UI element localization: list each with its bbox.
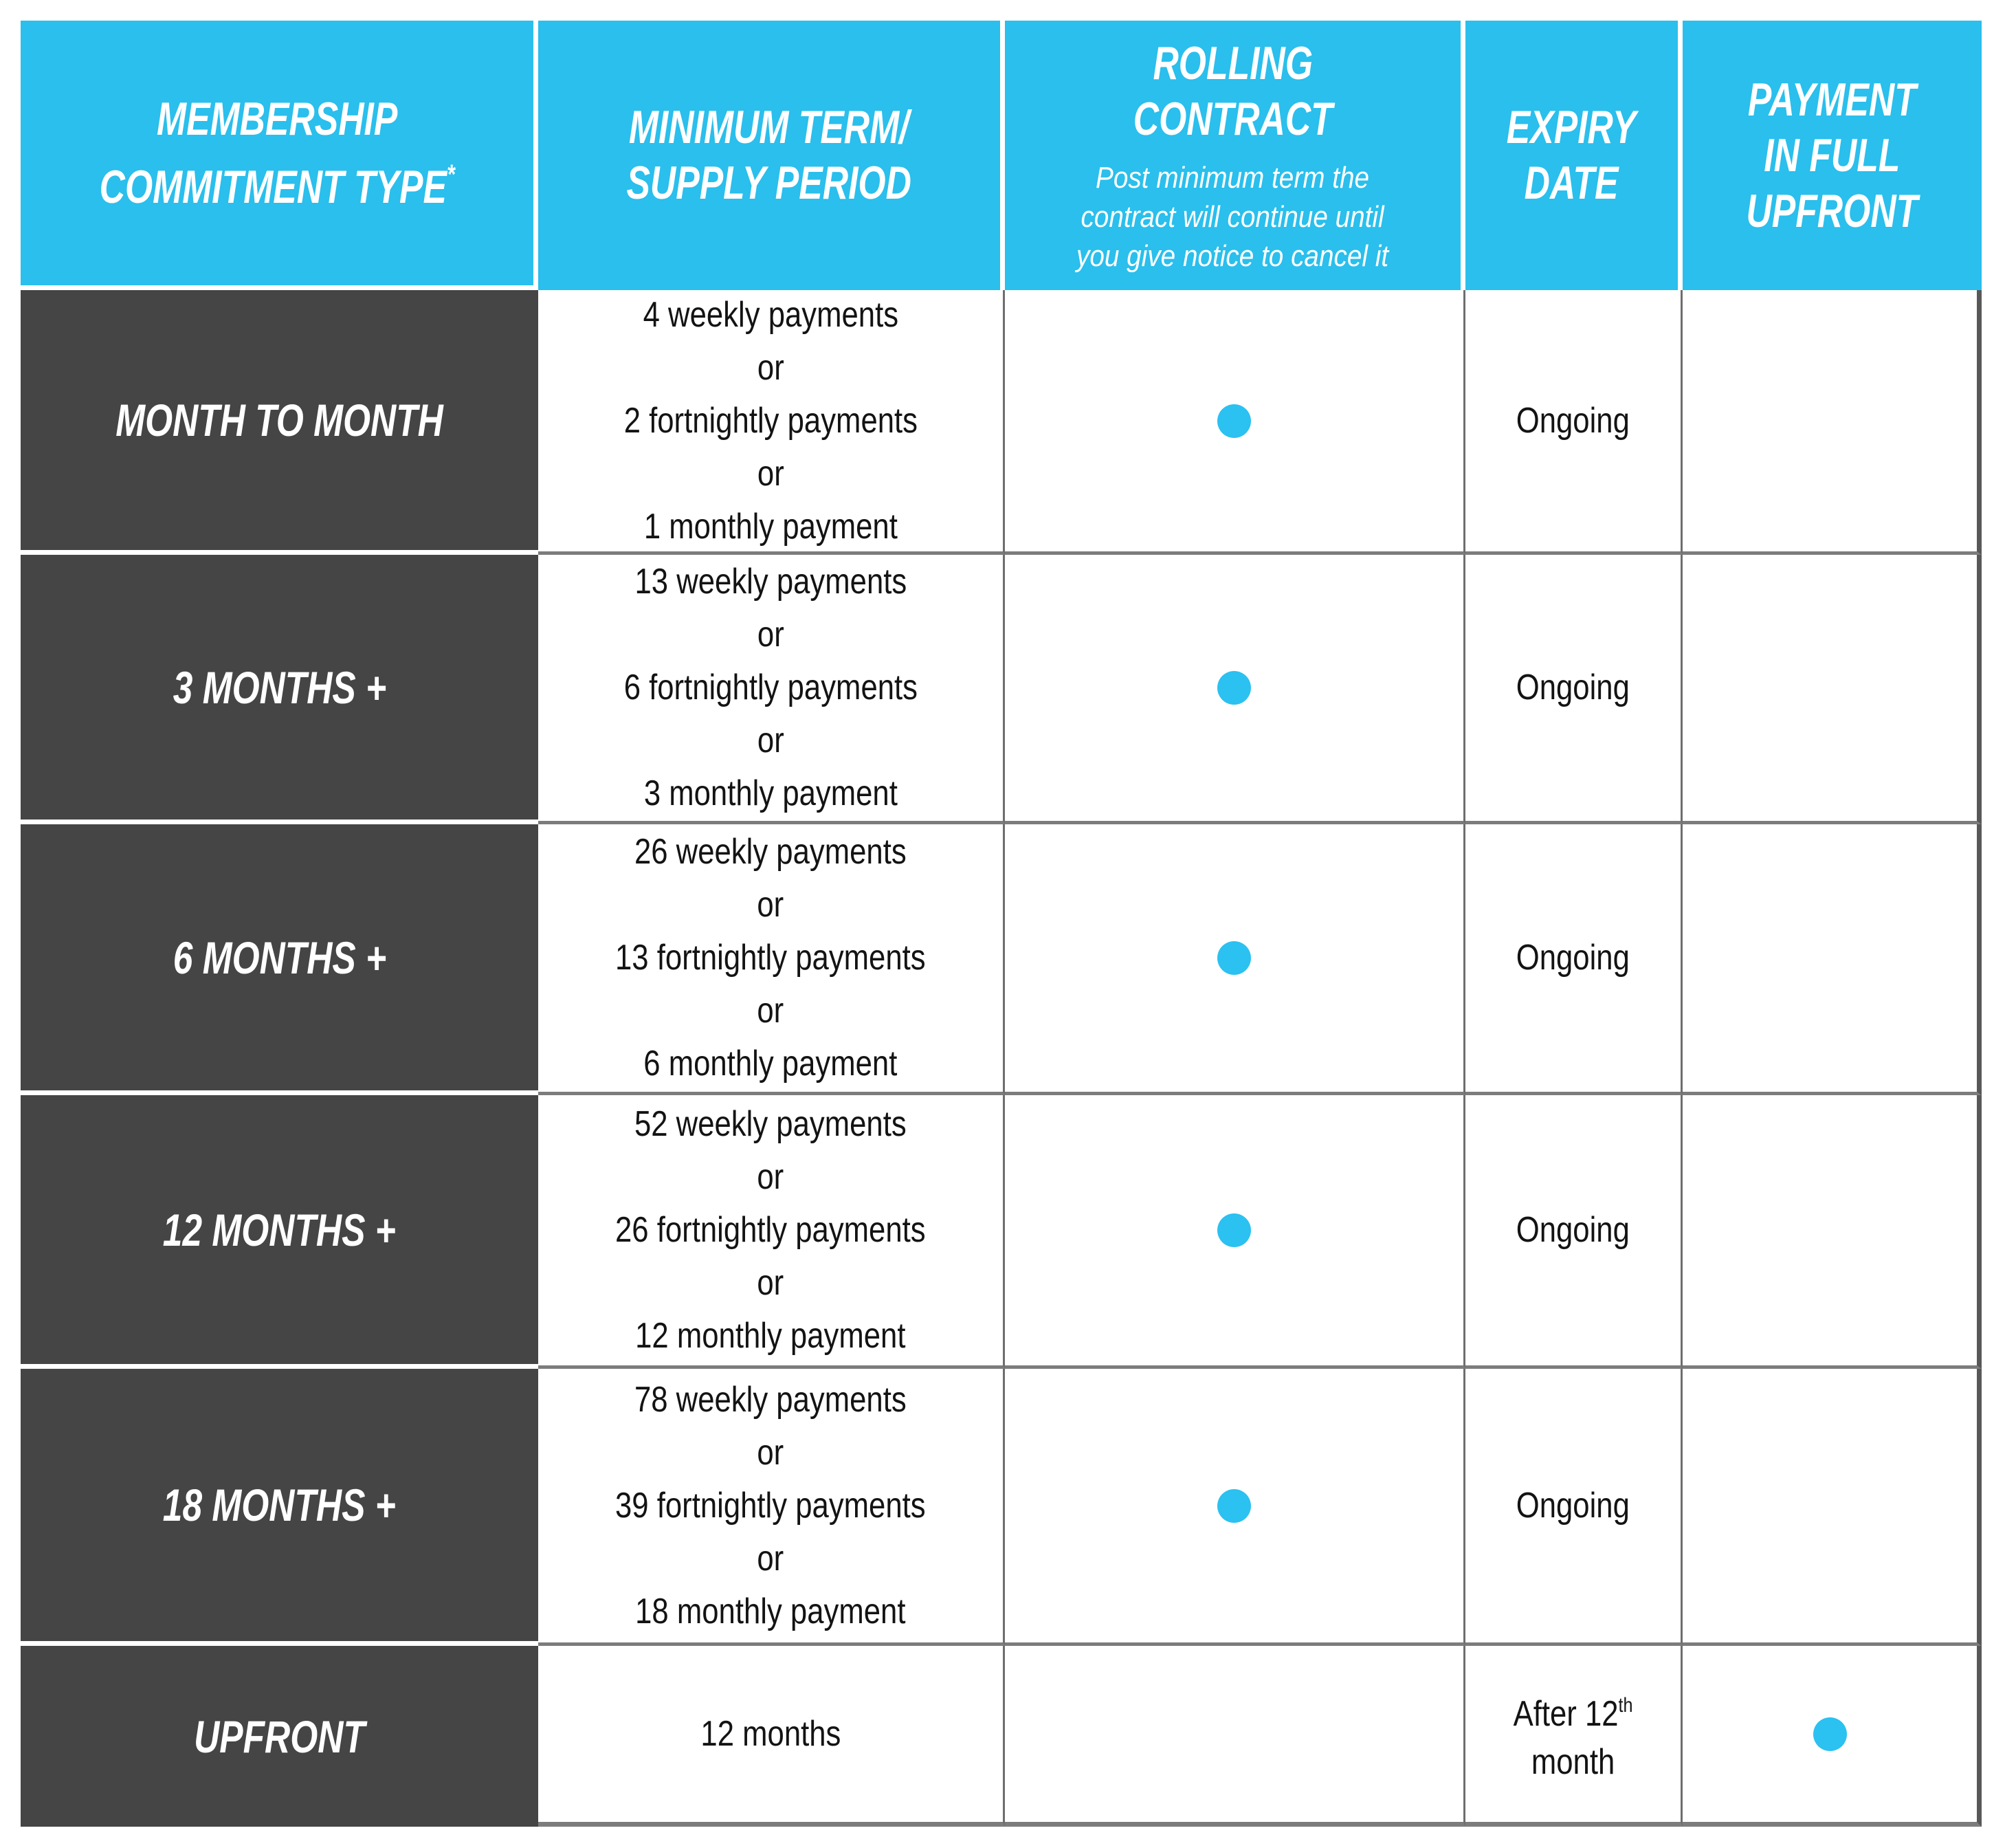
payment-upfront-cell <box>1683 290 1982 555</box>
term-line: 4 weekly payments <box>643 294 898 335</box>
term-line: 52 weekly payments <box>634 1104 907 1144</box>
rolling-contract-dot <box>1217 404 1251 438</box>
header-rolling-contract: ROLLING CONTRACT Post minimum term the con… <box>1005 21 1465 290</box>
expiry-date-cell: Ongoing <box>1465 1369 1683 1646</box>
term-line: 12 monthly payment <box>635 1316 906 1356</box>
term-line: 13 fortnightly payments <box>615 938 926 978</box>
membership-terms-table: MEMBERSHIP COMMITMENT TYPE* MINIMUM TERM/… <box>21 21 1982 1827</box>
expiry-date-cell: Ongoing <box>1465 1095 1683 1369</box>
term-line: 6 fortnightly payments <box>623 668 918 707</box>
rolling-contract-cell <box>1005 824 1465 1095</box>
header-title: EXPIRY DATE <box>1507 101 1637 209</box>
rolling-contract-dot <box>1217 941 1251 975</box>
header-title: MEMBERSHIP COMMITMENT TYPE* <box>99 92 455 213</box>
row-label-18-months: 18 MONTHS + <box>21 1369 538 1646</box>
row-label-12-months: 12 MONTHS + <box>21 1095 538 1369</box>
term-line: 18 monthly payment <box>635 1591 906 1631</box>
row-label-6-months: 6 MONTHS + <box>21 824 538 1095</box>
row-label-3-months: 3 MONTHS + <box>21 555 538 824</box>
expiry-date-cell: Ongoing <box>1465 824 1683 1095</box>
expiry-value: Ongoing <box>1516 1485 1630 1526</box>
expiry-value: Ongoing <box>1516 400 1630 441</box>
payment-upfront-cell <box>1683 555 1982 824</box>
header-title: MINIMUM TERM/SUPPLY PERIOD <box>626 101 912 209</box>
or-separator: or <box>757 720 784 760</box>
minimum-term-cell: 78 weekly payments or 39 fortnightly payme… <box>538 1369 1005 1646</box>
rolling-contract-dot <box>1217 1488 1251 1523</box>
term-line: 12 months <box>700 1713 841 1754</box>
term-line: 39 fortnightly payments <box>615 1485 926 1526</box>
expiry-value: Ongoing <box>1516 938 1630 978</box>
minimum-term-cell: 4 weekly payments or 2 fortnightly payment… <box>538 290 1005 555</box>
minimum-term-cell: 52 weekly payments or 26 fortnightly payme… <box>538 1095 1005 1369</box>
rolling-contract-note: Post minimum term the contract will conti… <box>1076 160 1389 273</box>
rolling-contract-cell <box>1005 1369 1465 1646</box>
term-line: 6 monthly payment <box>643 1044 898 1084</box>
expiry-date-cell: Ongoing <box>1465 555 1683 824</box>
rolling-contract-cell <box>1005 1095 1465 1369</box>
minimum-term-cell: 12 months <box>538 1646 1005 1827</box>
payment-upfront-cell <box>1683 824 1982 1095</box>
or-separator: or <box>757 1538 784 1578</box>
or-separator: or <box>757 1263 784 1303</box>
minimum-term-cell: 13 weekly payments or 6 fortnightly paymen… <box>538 555 1005 824</box>
expiry-value: Ongoing <box>1516 668 1630 707</box>
term-line: 26 weekly payments <box>634 832 907 872</box>
row-label-upfront: UPFRONT <box>21 1646 538 1827</box>
or-separator: or <box>757 453 784 494</box>
term-line: 13 weekly payments <box>634 562 907 602</box>
term-line: 1 monthly payment <box>643 506 898 547</box>
term-line: 2 fortnightly payments <box>623 400 918 441</box>
header-title: PAYMENT IN FULL UPFRONT <box>1746 73 1918 237</box>
expiry-date-cell: Ongoing <box>1465 290 1683 555</box>
term-line: 3 monthly payment <box>643 773 898 813</box>
rolling-contract-cell <box>1005 555 1465 824</box>
header-membership-commitment-type: MEMBERSHIP COMMITMENT TYPE* <box>21 21 538 290</box>
header-title: ROLLING CONTRACT <box>1133 36 1333 145</box>
term-line: 78 weekly payments <box>634 1379 907 1420</box>
payment-in-full-upfront-dot <box>1813 1717 1847 1751</box>
minimum-term-cell: 26 weekly payments or 13 fortnightly payme… <box>538 824 1005 1095</box>
expiry-value: Ongoing <box>1516 1210 1630 1250</box>
or-separator: or <box>757 1432 784 1473</box>
expiry-value: After 12th month <box>1513 1694 1633 1782</box>
rolling-contract-cell <box>1005 290 1465 555</box>
rolling-contract-dot <box>1217 671 1251 705</box>
term-line: 26 fortnightly payments <box>615 1210 926 1250</box>
payment-upfront-cell <box>1683 1646 1982 1827</box>
or-separator: or <box>757 885 784 925</box>
rolling-contract-dot <box>1217 1213 1251 1247</box>
payment-upfront-cell <box>1683 1095 1982 1369</box>
or-separator: or <box>757 615 784 654</box>
payment-upfront-cell <box>1683 1369 1982 1646</box>
header-minimum-term: MINIMUM TERM/SUPPLY PERIOD <box>538 21 1005 290</box>
expiry-date-cell: After 12th month <box>1465 1646 1683 1827</box>
or-separator: or <box>757 991 784 1031</box>
row-label-month-to-month: MONTH TO MONTH <box>21 290 538 555</box>
header-expiry-date: EXPIRY DATE <box>1465 21 1683 290</box>
or-separator: or <box>757 347 784 388</box>
header-payment-in-full-upfront: PAYMENT IN FULL UPFRONT <box>1683 21 1982 290</box>
or-separator: or <box>757 1157 784 1197</box>
rolling-contract-cell <box>1005 1646 1465 1827</box>
